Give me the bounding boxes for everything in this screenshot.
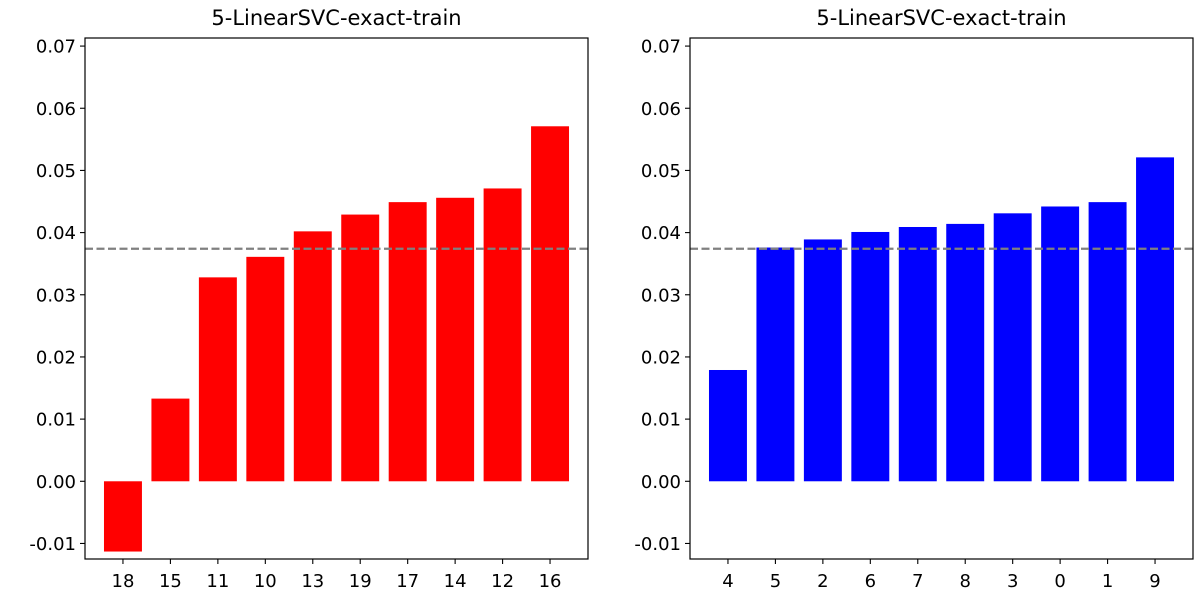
x-tick-label: 15 <box>159 571 182 592</box>
x-tick-label: 7 <box>912 571 923 592</box>
y-tick-label: 0.06 <box>36 99 76 120</box>
y-tick-label: 0.05 <box>641 161 681 182</box>
bar-0 <box>1041 206 1080 482</box>
y-tick-label: 0.00 <box>641 472 681 493</box>
y-tick-label: 0.02 <box>641 347 681 368</box>
x-tick-label: 12 <box>491 571 514 592</box>
bar-12 <box>483 188 522 482</box>
x-tick-label: 13 <box>301 571 324 592</box>
bar-19 <box>341 214 380 482</box>
bar-16 <box>531 126 570 482</box>
y-tick-label: 0.07 <box>641 37 681 58</box>
y-tick-label: 0.06 <box>641 99 681 120</box>
bar-6 <box>851 231 890 482</box>
bar-10 <box>246 256 285 482</box>
chart-title: 5-LinearSVC-exact-train <box>211 6 461 30</box>
bar-5 <box>756 247 795 482</box>
x-tick-label: 5 <box>770 571 781 592</box>
bar-17 <box>388 202 427 482</box>
y-tick-label: 0.07 <box>36 37 76 58</box>
bar-7 <box>898 227 937 482</box>
y-tick-label: 0.01 <box>36 410 76 431</box>
y-tick-label: 0.04 <box>641 223 681 244</box>
y-tick-label: 0.03 <box>36 285 76 306</box>
x-tick-label: 19 <box>349 571 372 592</box>
x-tick-label: 11 <box>206 571 229 592</box>
x-tick-label: 10 <box>254 571 277 592</box>
y-tick-label: 0.04 <box>36 223 76 244</box>
x-tick-label: 16 <box>539 571 562 592</box>
y-tick-label: 0.03 <box>641 285 681 306</box>
bar-18 <box>103 481 142 552</box>
x-tick-label: 6 <box>865 571 876 592</box>
x-tick-label: 1 <box>1102 571 1113 592</box>
x-tick-label: 3 <box>1007 571 1018 592</box>
x-tick-label: 9 <box>1149 571 1160 592</box>
bar-4 <box>708 369 747 482</box>
right-chart-panel: -0.01 0.00 0.01 0.02 0.03 0.04 0.05 0.06 0.07 4 5 2… <box>634 6 1194 592</box>
bar-3 <box>993 213 1032 482</box>
bar-1 <box>1088 202 1127 482</box>
x-tick-label: 8 <box>959 571 970 592</box>
y-tick-label: -0.01 <box>634 534 681 555</box>
y-tick-label: -0.01 <box>29 534 76 555</box>
x-tick-label: 17 <box>396 571 419 592</box>
left-chart-panel: -0.01 0.00 0.01 0.02 0.03 0.04 0.05 0.06 0.07 18 1… <box>29 6 589 592</box>
x-tick-label: 0 <box>1054 571 1065 592</box>
bar-2 <box>803 239 842 482</box>
bar-9 <box>1136 157 1175 482</box>
y-tick-label: 0.02 <box>36 347 76 368</box>
x-tick-label: 2 <box>817 571 828 592</box>
bar-13 <box>293 231 332 482</box>
axes-frame <box>689 37 1194 560</box>
bar-8 <box>946 223 985 482</box>
y-tick-label: 0.05 <box>36 161 76 182</box>
bar-15 <box>151 398 190 482</box>
y-tick-label: 0.00 <box>36 472 76 493</box>
bar-14 <box>436 197 475 482</box>
axes-frame <box>84 37 589 560</box>
x-tick-label: 14 <box>444 571 467 592</box>
bar-11 <box>198 277 237 482</box>
x-tick-label: 18 <box>112 571 135 592</box>
chart-title: 5-LinearSVC-exact-train <box>816 6 1066 30</box>
y-tick-label: 0.01 <box>641 410 681 431</box>
x-tick-label: 4 <box>722 571 733 592</box>
